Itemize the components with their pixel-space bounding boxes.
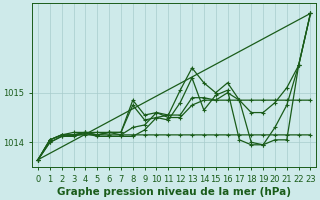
X-axis label: Graphe pression niveau de la mer (hPa): Graphe pression niveau de la mer (hPa): [57, 187, 291, 197]
